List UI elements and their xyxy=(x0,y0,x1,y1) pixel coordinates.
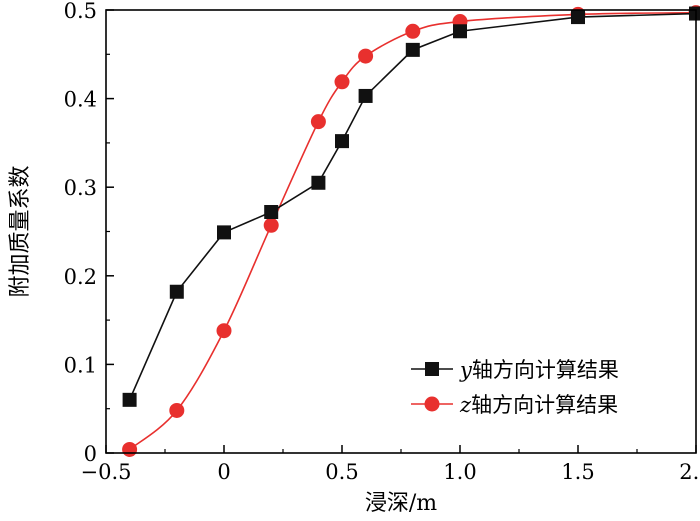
data-point xyxy=(217,323,232,338)
legend-marker xyxy=(425,362,439,376)
data-point xyxy=(264,218,279,233)
plot-frame xyxy=(106,10,696,453)
series-line xyxy=(130,13,696,450)
y-tick-label: 0.1 xyxy=(64,353,97,377)
y-tick-label: 0.4 xyxy=(64,88,97,112)
legend-label: z轴方向计算结果 xyxy=(459,393,618,417)
data-point xyxy=(311,176,325,190)
data-point xyxy=(264,205,278,219)
legend-label: y轴方向计算结果 xyxy=(459,358,619,382)
data-point xyxy=(311,114,326,129)
data-point xyxy=(406,43,420,57)
x-tick-label: 0.5 xyxy=(325,460,358,484)
data-point xyxy=(170,285,184,299)
data-point xyxy=(358,49,373,64)
y-axis-title: 附加质量系数 xyxy=(8,165,33,297)
x-tick-label: 1.5 xyxy=(561,460,594,484)
data-point xyxy=(169,403,184,418)
series-z-axis xyxy=(122,5,700,457)
data-point xyxy=(217,225,231,239)
legend: y轴方向计算结果 z轴方向计算结果 xyxy=(411,358,619,417)
series-y-axis xyxy=(123,7,700,407)
data-point xyxy=(359,89,373,103)
x-tick-label: 0 xyxy=(217,460,230,484)
series-layer xyxy=(122,5,700,457)
data-point xyxy=(405,24,420,39)
axes-layer xyxy=(106,10,696,453)
y-tick-label: 0.5 xyxy=(64,0,97,23)
data-point xyxy=(453,24,467,38)
y-tick-label: 0.2 xyxy=(64,265,97,289)
legend-item: z轴方向计算结果 xyxy=(411,393,618,417)
data-point xyxy=(689,7,700,21)
x-tick-label: 1.0 xyxy=(443,460,476,484)
data-point xyxy=(122,442,137,457)
data-point xyxy=(335,74,350,89)
data-point xyxy=(571,10,585,24)
series-line xyxy=(130,14,696,400)
data-point xyxy=(335,134,349,148)
x-tick-label: 2.0 xyxy=(679,460,700,484)
data-point xyxy=(123,393,137,407)
x-axis-title: 浸深/m xyxy=(365,491,437,516)
y-tick-label: 0 xyxy=(84,442,97,466)
y-tick-label: 0.3 xyxy=(64,176,97,200)
legend-item: y轴方向计算结果 xyxy=(411,358,619,382)
legend-marker xyxy=(425,397,440,412)
